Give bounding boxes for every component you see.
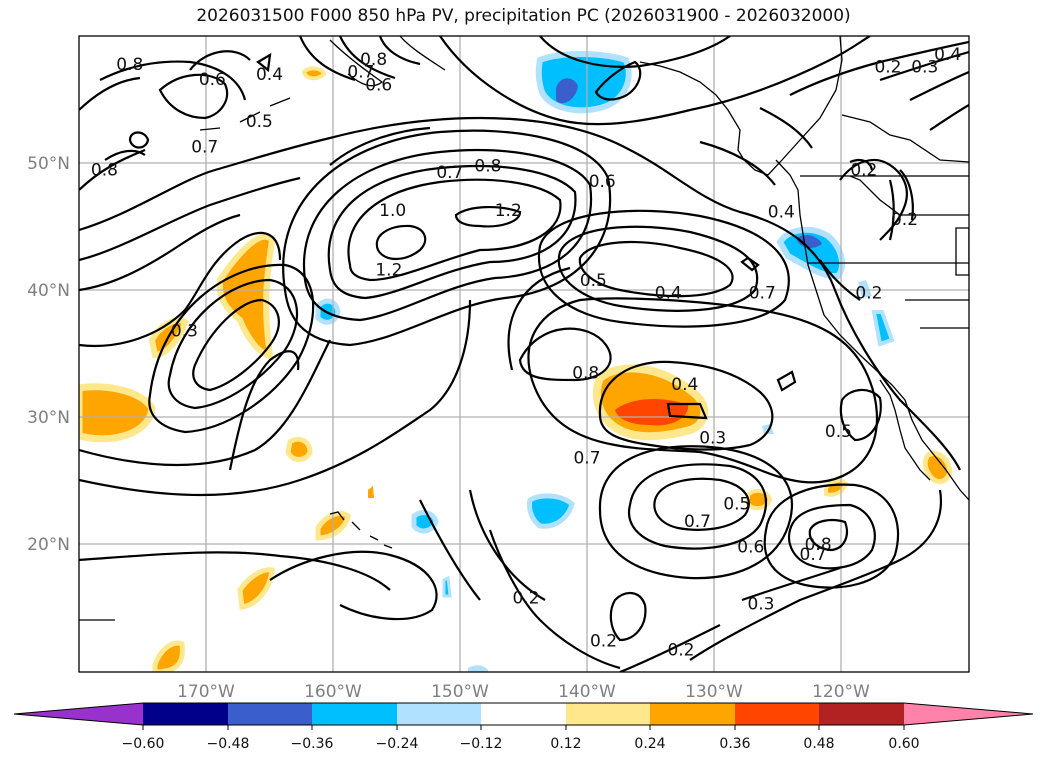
- contour-label: 0.4: [934, 45, 961, 65]
- contour-label: 0.7: [347, 63, 374, 83]
- contour-label: 0.7: [800, 545, 827, 565]
- contour-label: 0.7: [191, 137, 218, 157]
- colorbar-tick-label: 0.12: [550, 736, 581, 752]
- contour-label: 1.0: [379, 201, 406, 221]
- contour-label: 0.5: [246, 112, 273, 132]
- lat-label-20n: 20°N: [27, 535, 70, 555]
- lon-label-130w: 130°W: [685, 682, 743, 702]
- contour-label: 0.5: [580, 271, 607, 291]
- lat-label-30n: 30°N: [27, 408, 70, 428]
- contour-label: 0.5: [723, 494, 750, 514]
- colorbar-segment: [650, 703, 735, 725]
- contour-label: 0.8: [572, 364, 599, 384]
- contour-label: 0.3: [747, 595, 774, 615]
- contour-label: 0.4: [256, 65, 283, 85]
- contour-label: 0.2: [850, 160, 877, 180]
- contour-label: 0.2: [513, 588, 540, 608]
- colorbar-tick-label: −0.36: [291, 736, 334, 752]
- map-frame: [78, 35, 970, 673]
- colorbar-segment: [312, 703, 397, 725]
- colorbar-tick-label: 0.48: [803, 736, 834, 752]
- colorbar-segment: [143, 703, 228, 725]
- contour-label: 0.2: [855, 284, 882, 304]
- contour-label: 0.5: [825, 422, 852, 442]
- contour-label: 0.4: [768, 202, 795, 222]
- contour-label: 0.8: [360, 50, 387, 70]
- lon-label-150w: 150°W: [431, 682, 489, 702]
- lat-label-40n: 40°N: [27, 281, 70, 301]
- colorbar-segment: [735, 703, 819, 725]
- contour-label: 0.2: [874, 57, 901, 77]
- map-title: 2026031500 F000 850 hPa PV, precipitatio…: [196, 6, 851, 26]
- contour-label: 1.2: [495, 201, 522, 221]
- contour-label: 0.6: [589, 172, 616, 192]
- colorbar-segment: [481, 703, 566, 725]
- contour-label: 0.3: [699, 428, 726, 448]
- contour-label: 0.2: [891, 210, 918, 230]
- contour-label: 0.8: [91, 160, 118, 180]
- colorbar-segment: [228, 703, 312, 725]
- colorbar-extend-min: [14, 703, 143, 725]
- lon-label-140w: 140°W: [558, 682, 616, 702]
- contour-label: 0.4: [655, 284, 682, 304]
- colorbar-tick-label: −0.60: [122, 736, 165, 752]
- contour-label: 0.6: [737, 538, 764, 558]
- lat-label-50n: 50°N: [27, 154, 70, 174]
- lon-label-170w: 170°W: [177, 682, 235, 702]
- colorbar-tick-label: −0.48: [207, 736, 250, 752]
- map-plot-area: 0.80.6 0.40.50.70.80.80.70.60.7 0.81.0 1.21…: [79, 36, 969, 672]
- colorbar-tick-label: −0.24: [376, 736, 419, 752]
- gridlines: [79, 36, 969, 672]
- pv-contours: [79, 36, 969, 672]
- contour-label: 0.6: [365, 75, 392, 95]
- colorbar-tick-label: −0.12: [460, 736, 503, 752]
- colorbar-tick-label: 0.36: [719, 736, 750, 752]
- colorbar-segment: [397, 703, 481, 725]
- contour-label: 0.7: [749, 284, 776, 304]
- coastlines: [79, 36, 969, 621]
- contour-label: 0.8: [116, 55, 143, 75]
- contour-label: 0.3: [911, 57, 938, 77]
- contour-label: 0.7: [573, 449, 600, 469]
- colorbar: −0.60 −0.48 −0.36 −0.24 −0.12 0.12 0.24 …: [13, 702, 1034, 752]
- colorbar-segment: [819, 703, 904, 725]
- colorbar-tick-label: 0.60: [888, 736, 919, 752]
- contour-label: 0.4: [671, 375, 698, 395]
- contour-label: 0.7: [684, 512, 711, 532]
- contour-label: 0.3: [171, 322, 198, 342]
- contour-label: 0.2: [667, 640, 694, 660]
- contour-label: 0.7: [436, 163, 463, 183]
- contour-label: 0.6: [199, 70, 226, 90]
- colorbar-tick-label: 0.24: [634, 736, 665, 752]
- contour-label: 1.2: [375, 261, 402, 281]
- contour-label: 0.2: [590, 632, 617, 652]
- contour-label: 0.8: [805, 535, 832, 555]
- lon-label-120w: 120°W: [812, 682, 870, 702]
- contour-labels: 0.80.6 0.40.50.70.80.80.70.60.7 0.81.0 1.21…: [91, 45, 961, 661]
- colorbar-extend-max: [904, 703, 1033, 725]
- lon-label-160w: 160°W: [304, 682, 362, 702]
- contour-label: 0.8: [474, 157, 501, 177]
- colorbar-segment: [566, 703, 650, 725]
